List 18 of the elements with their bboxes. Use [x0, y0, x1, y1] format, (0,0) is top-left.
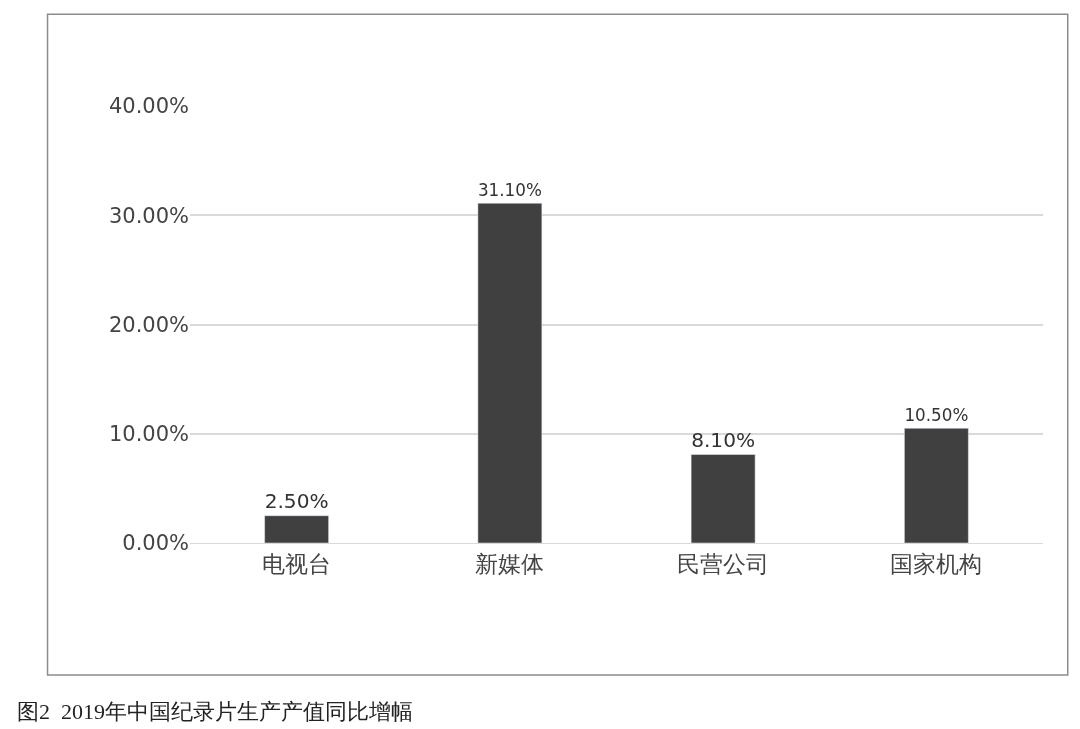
caption: 图2 2019年中国纪录片生产产值同比增幅 [17, 699, 413, 724]
bar [477, 202, 543, 543]
x-tick-label: 国家机构 [890, 550, 983, 577]
data-label: 2.50% [264, 488, 329, 513]
data-label: 10.50% [904, 405, 969, 426]
y-tick-label: 30.00% [108, 203, 189, 228]
y-tick-label: 0.00% [122, 531, 189, 556]
y-tick-label: 40.00% [108, 94, 189, 119]
x-tick-label: 新媒体 [475, 550, 545, 577]
data-label: 8.10% [691, 427, 756, 452]
x-tick-label: 电视台 [262, 550, 332, 577]
y-tick-label: 10.00% [108, 422, 189, 447]
y-tick-label: 20.00% [108, 312, 189, 337]
data-label: 31.10% [477, 180, 542, 201]
bar [904, 428, 969, 543]
bar [264, 515, 329, 543]
x-tick-label: 民营公司 [677, 550, 770, 577]
bar [690, 454, 756, 543]
